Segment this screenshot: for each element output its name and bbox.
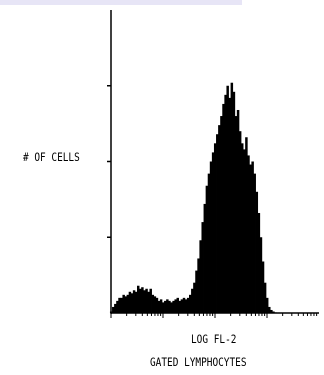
x-axis-sublabel: GATED LYMPHOCYTES (150, 355, 247, 369)
histogram-bar (207, 173, 211, 313)
histogram-bar (270, 309, 273, 313)
histogram-bar (116, 300, 119, 313)
histogram-bar (261, 261, 265, 313)
histogram-bar (224, 94, 227, 313)
histogram-bar (245, 137, 248, 313)
histogram-bar (232, 91, 236, 313)
histogram-bar (203, 203, 207, 313)
histogram-bar (161, 302, 165, 313)
histogram-bar (209, 161, 213, 313)
histogram-marks (109, 82, 277, 314)
histogram-bar (189, 294, 192, 313)
histogram-bar (218, 125, 221, 313)
histogram-bar (251, 161, 254, 313)
histogram-bar (257, 213, 261, 313)
histogram-bar (126, 294, 130, 313)
histogram-bar (213, 143, 217, 313)
histogram-bar (205, 185, 209, 313)
histogram-bar (139, 288, 142, 313)
histogram-bar (182, 297, 186, 313)
histogram-bar (155, 297, 159, 313)
histogram-bar (186, 297, 190, 313)
histogram-bar (226, 85, 229, 313)
histogram-bar (263, 282, 267, 313)
histogram-bar (176, 297, 179, 313)
y-axis-label: # OF CELLS (23, 150, 80, 164)
histogram-bar (191, 288, 194, 313)
histogram-bar (211, 152, 215, 313)
histogram-bar (137, 285, 140, 313)
histogram-bar (228, 97, 231, 314)
histogram-bar (247, 155, 250, 313)
histogram-bar (170, 302, 173, 313)
histogram-bar (159, 299, 163, 313)
top-band (0, 0, 242, 5)
histogram-bar (220, 116, 223, 313)
histogram-bar (130, 293, 134, 313)
histogram-bar (164, 300, 167, 313)
histogram-bar (230, 82, 234, 313)
histogram-bar (255, 191, 259, 313)
histogram-bar (238, 131, 242, 313)
histogram-bar (122, 294, 125, 313)
histogram-bar (197, 258, 200, 313)
histogram-bar (241, 143, 244, 313)
histogram-bar (153, 296, 157, 313)
histogram-bar (141, 287, 144, 313)
histogram-bar (118, 297, 121, 313)
histogram-bar (253, 173, 256, 313)
histogram-bar (174, 299, 177, 313)
histogram-bar (172, 300, 175, 313)
histogram-bar (145, 288, 148, 313)
histogram-bar (112, 306, 115, 313)
histogram-bar (151, 294, 155, 313)
histogram-bar (274, 312, 277, 313)
histogram-bar (201, 222, 204, 313)
histogram-bar (236, 109, 240, 314)
histogram-bar (193, 282, 196, 313)
histogram-bar (166, 299, 169, 313)
histogram-bar (147, 291, 150, 313)
histogram-bar (243, 149, 246, 313)
histogram-bar (120, 297, 123, 313)
histogram-bar (143, 290, 146, 313)
histogram-bar (234, 116, 238, 313)
histogram-bar (272, 311, 275, 313)
histogram-bar (157, 300, 161, 313)
histogram-bar (149, 288, 152, 313)
histogram-bar (184, 299, 188, 313)
histogram-bar (132, 290, 136, 313)
histogram-bar (178, 300, 182, 313)
histogram-bar (109, 311, 113, 313)
histogram-bar (195, 270, 198, 313)
histogram-bar (124, 296, 127, 313)
histogram-bar (249, 164, 252, 313)
histogram-bar (216, 134, 219, 313)
histogram-bar (259, 237, 263, 313)
histogram-bar (199, 240, 202, 313)
histogram-bar (114, 303, 117, 313)
histogram-bar (180, 299, 184, 313)
histogram-bar (168, 300, 171, 313)
histogram-bar (134, 291, 138, 313)
histogram-bar (268, 306, 271, 313)
histogram-bar (265, 297, 269, 313)
histogram-bar (222, 103, 225, 314)
x-axis-label: LOG FL-2 (191, 332, 237, 346)
histogram-bar (128, 291, 132, 313)
